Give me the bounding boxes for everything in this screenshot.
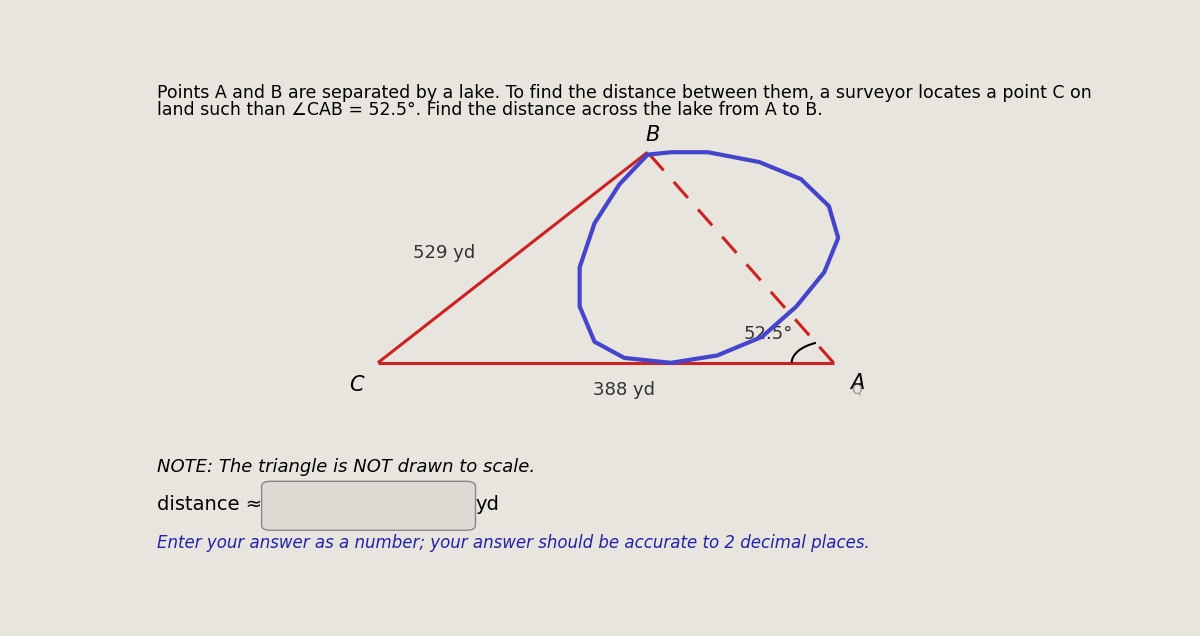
Text: Q: Q <box>851 383 863 397</box>
FancyBboxPatch shape <box>262 481 475 530</box>
Text: B: B <box>646 125 659 145</box>
Text: land such than ∠CAB = 52.5°. Find the distance across the lake from A to B.: land such than ∠CAB = 52.5°. Find the di… <box>157 100 823 119</box>
Text: 529 yd: 529 yd <box>413 244 475 261</box>
Text: Enter your answer as a number; your answer should be accurate to 2 decimal place: Enter your answer as a number; your answ… <box>157 534 870 552</box>
Text: NOTE: The triangle is NOT drawn to scale.: NOTE: The triangle is NOT drawn to scale… <box>157 459 535 476</box>
Text: Points A and B are separated by a lake. To find the distance between them, a sur: Points A and B are separated by a lake. … <box>157 84 1092 102</box>
Text: distance ≈: distance ≈ <box>157 495 263 515</box>
Text: 388 yd: 388 yd <box>593 382 655 399</box>
Text: A: A <box>851 373 864 392</box>
Text: yd: yd <box>475 495 499 515</box>
Text: 52.5°: 52.5° <box>744 326 793 343</box>
Text: C: C <box>349 375 364 395</box>
